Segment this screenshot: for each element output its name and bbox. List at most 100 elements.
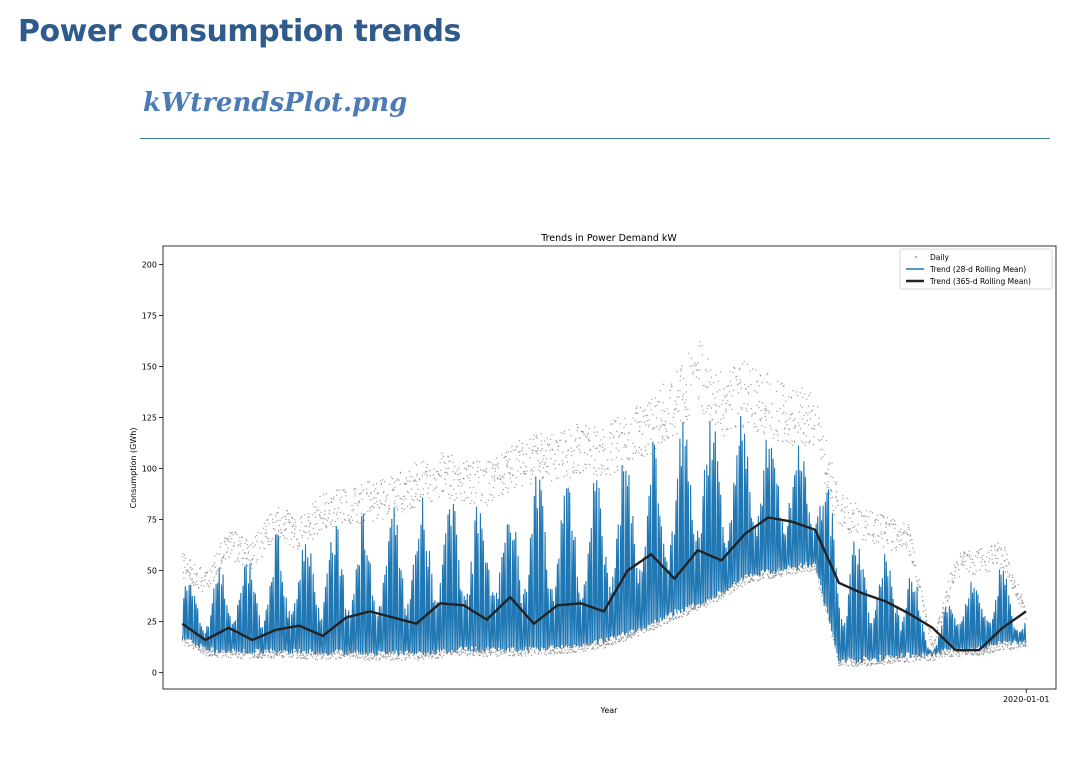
daily-point: [197, 583, 199, 585]
daily-point: [491, 499, 494, 502]
daily-point: [575, 472, 577, 474]
daily-point: [804, 563, 806, 565]
daily-point: [602, 449, 605, 452]
daily-point: [546, 437, 549, 440]
daily-point: [970, 652, 972, 654]
daily-point: [771, 416, 773, 419]
daily-point: [462, 482, 464, 485]
daily-point: [199, 567, 202, 569]
daily-point: [808, 442, 810, 444]
daily-point: [401, 659, 403, 661]
daily-point: [802, 442, 804, 444]
daily-point: [1023, 641, 1026, 643]
daily-point: [352, 519, 354, 521]
daily-point: [409, 475, 412, 478]
daily-point: [896, 533, 899, 536]
file-heading: kWtrendsPlot.png: [143, 88, 408, 118]
daily-point: [541, 443, 543, 446]
daily-point: [745, 388, 747, 390]
daily-point: [772, 576, 775, 578]
series-line-trend-28d: [181, 415, 1027, 664]
daily-point: [896, 535, 898, 537]
daily-point: [947, 651, 950, 653]
daily-point: [307, 652, 309, 654]
daily-point: [301, 536, 303, 538]
daily-point: [320, 653, 322, 656]
daily-point: [539, 471, 542, 473]
daily-point: [643, 627, 646, 629]
daily-point: [212, 650, 214, 652]
daily-point: [828, 463, 830, 466]
daily-point: [834, 647, 836, 649]
daily-point: [548, 647, 550, 649]
daily-point: [405, 477, 407, 479]
daily-point: [522, 647, 524, 650]
daily-point: [471, 467, 474, 469]
daily-point: [367, 659, 369, 661]
daily-point: [1000, 547, 1003, 549]
daily-point: [887, 542, 889, 545]
daily-point: [249, 559, 251, 561]
daily-point: [502, 653, 504, 655]
daily-point: [442, 455, 444, 458]
daily-point: [907, 526, 910, 529]
daily-point: [515, 483, 517, 486]
daily-point: [312, 503, 314, 505]
daily-point: [714, 397, 716, 399]
daily-point: [773, 433, 775, 436]
daily-point: [801, 387, 803, 389]
daily-point: [875, 518, 877, 520]
daily-point: [364, 656, 366, 659]
daily-point: [256, 540, 258, 542]
daily-point: [705, 606, 707, 608]
daily-point: [777, 569, 779, 571]
daily-point: [651, 627, 653, 630]
daily-point: [439, 654, 442, 656]
daily-point: [334, 526, 336, 528]
daily-point: [326, 651, 329, 653]
daily-point: [810, 568, 812, 570]
daily-point: [744, 576, 747, 578]
daily-point: [707, 358, 709, 360]
daily-point: [535, 445, 537, 447]
daily-point: [852, 526, 854, 529]
daily-point: [991, 558, 993, 561]
daily-point: [809, 441, 811, 443]
daily-point: [549, 651, 552, 653]
daily-point: [982, 650, 984, 652]
daily-point: [716, 594, 718, 597]
daily-point: [298, 542, 300, 544]
daily-point: [545, 458, 548, 460]
daily-point: [189, 566, 192, 569]
daily-point: [670, 619, 672, 621]
daily-point: [886, 516, 889, 519]
daily-point: [306, 531, 308, 534]
daily-point: [730, 586, 732, 588]
daily-point: [517, 650, 519, 652]
daily-point: [248, 650, 251, 652]
daily-point: [921, 656, 923, 658]
daily-point: [399, 483, 401, 485]
daily-point: [359, 493, 361, 495]
daily-point: [786, 419, 788, 422]
daily-point: [639, 628, 642, 630]
daily-point: [926, 659, 928, 661]
daily-point: [540, 449, 542, 452]
daily-point: [343, 489, 345, 491]
daily-point: [840, 662, 842, 664]
daily-point: [531, 449, 533, 451]
daily-point: [235, 652, 238, 654]
daily-point: [522, 453, 525, 455]
daily-point: [771, 570, 774, 572]
daily-point: [396, 478, 399, 480]
daily-point: [403, 495, 405, 497]
daily-point: [720, 418, 722, 420]
daily-point: [383, 491, 385, 493]
daily-point: [486, 504, 489, 506]
daily-point: [449, 460, 452, 462]
daily-point: [402, 499, 404, 501]
daily-point: [661, 424, 663, 426]
daily-point: [495, 653, 497, 656]
daily-point: [787, 441, 789, 443]
